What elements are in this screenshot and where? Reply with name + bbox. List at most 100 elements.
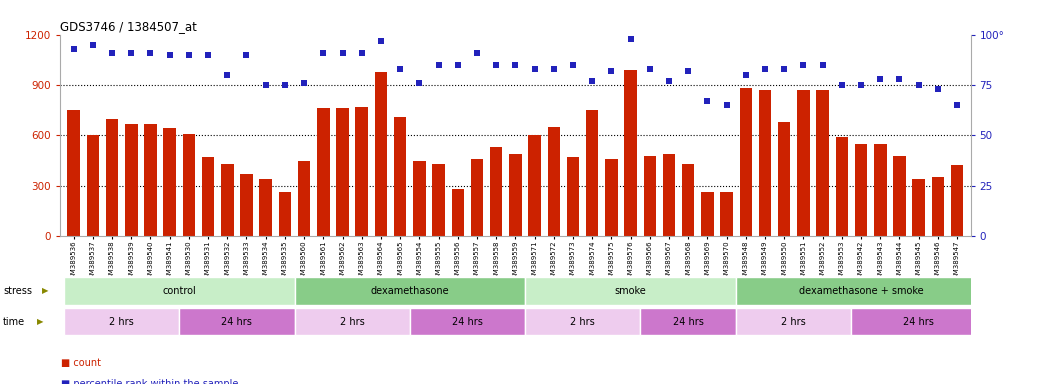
Point: [834, 82, 850, 88]
Bar: [336, 109, 349, 236]
Point: [353, 50, 370, 56]
Point: [872, 76, 889, 82]
Bar: [525, 277, 736, 305]
Text: 2 hrs: 2 hrs: [782, 316, 807, 327]
Bar: [682, 164, 694, 236]
Bar: [509, 154, 522, 236]
Bar: [67, 110, 80, 236]
Point: [238, 52, 254, 58]
Point: [161, 52, 177, 58]
Text: ■ percentile rank within the sample: ■ percentile rank within the sample: [61, 379, 239, 384]
Text: 2 hrs: 2 hrs: [570, 316, 595, 327]
Bar: [702, 192, 714, 236]
Bar: [375, 71, 387, 236]
Text: 24 hrs: 24 hrs: [673, 316, 704, 327]
Bar: [736, 277, 986, 305]
Point: [623, 36, 639, 42]
Point: [641, 66, 658, 72]
Text: GDS3746 / 1384507_at: GDS3746 / 1384507_at: [60, 20, 197, 33]
Bar: [736, 308, 851, 336]
Bar: [470, 159, 484, 236]
Bar: [644, 156, 656, 236]
Bar: [201, 157, 214, 236]
Point: [65, 46, 82, 52]
Point: [334, 50, 351, 56]
Bar: [355, 107, 367, 236]
Point: [738, 72, 755, 78]
Bar: [855, 144, 868, 236]
Bar: [410, 308, 525, 336]
Point: [565, 62, 581, 68]
Text: stress: stress: [3, 286, 32, 296]
Point: [718, 102, 735, 108]
Point: [181, 52, 197, 58]
Point: [546, 66, 563, 72]
Point: [411, 80, 428, 86]
Bar: [894, 156, 906, 236]
Bar: [260, 179, 272, 236]
Point: [815, 62, 831, 68]
Bar: [64, 308, 180, 336]
Point: [488, 62, 504, 68]
Point: [508, 62, 524, 68]
Point: [661, 78, 678, 84]
Text: ▶: ▶: [42, 286, 48, 295]
Bar: [64, 277, 295, 305]
Bar: [317, 109, 329, 236]
Point: [449, 62, 466, 68]
Bar: [759, 90, 771, 236]
Bar: [874, 144, 886, 236]
Bar: [490, 147, 502, 236]
Bar: [298, 161, 310, 236]
Bar: [528, 136, 541, 236]
Bar: [452, 189, 464, 236]
Text: dexamethasone + smoke: dexamethasone + smoke: [799, 286, 924, 296]
Bar: [413, 161, 426, 236]
Point: [468, 50, 485, 56]
Point: [930, 86, 947, 92]
Bar: [86, 136, 99, 236]
Bar: [740, 88, 753, 236]
Bar: [240, 174, 252, 236]
Bar: [624, 70, 637, 236]
Bar: [932, 177, 945, 236]
Bar: [525, 308, 640, 336]
Bar: [221, 164, 234, 236]
Bar: [778, 122, 791, 236]
Bar: [797, 90, 810, 236]
Bar: [125, 124, 137, 236]
Text: ▶: ▶: [37, 317, 44, 326]
Point: [391, 66, 408, 72]
Text: control: control: [162, 286, 196, 296]
Bar: [180, 308, 295, 336]
Point: [949, 102, 965, 108]
Bar: [640, 308, 736, 336]
Point: [142, 50, 159, 56]
Point: [315, 50, 331, 56]
Bar: [295, 308, 410, 336]
Text: smoke: smoke: [614, 286, 647, 296]
Point: [526, 66, 543, 72]
Bar: [393, 117, 407, 236]
Bar: [567, 157, 579, 236]
Bar: [585, 110, 599, 236]
Point: [795, 62, 812, 68]
Bar: [663, 154, 676, 236]
Bar: [106, 119, 118, 236]
Bar: [163, 128, 175, 236]
Bar: [295, 277, 525, 305]
Text: 24 hrs: 24 hrs: [221, 316, 252, 327]
Point: [757, 66, 773, 72]
Point: [104, 50, 120, 56]
Bar: [278, 192, 291, 236]
Point: [603, 68, 620, 74]
Point: [122, 50, 139, 56]
Bar: [547, 127, 561, 236]
Text: 2 hrs: 2 hrs: [339, 316, 364, 327]
Text: 24 hrs: 24 hrs: [903, 316, 934, 327]
Text: ■ count: ■ count: [61, 358, 102, 368]
Point: [892, 76, 908, 82]
Point: [430, 62, 446, 68]
Point: [219, 72, 236, 78]
Point: [199, 52, 216, 58]
